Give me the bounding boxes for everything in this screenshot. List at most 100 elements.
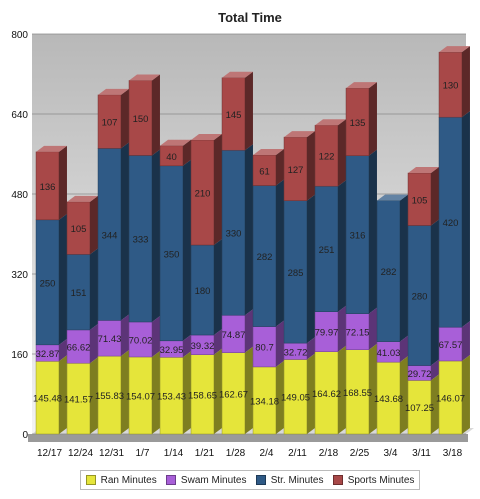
bar-segment-sports-minutes [97, 88, 129, 149]
data-label: 40 [166, 152, 177, 163]
data-label: 39.32 [191, 341, 215, 352]
data-labels: 145.48 32.87 250 136 141.57 66.62 151 105 155.83… [33, 81, 465, 415]
x-tick-label: 3/4 [384, 448, 398, 459]
data-label: 285 [288, 268, 304, 279]
legend-label: Swam Minutes [180, 474, 247, 486]
data-label: 70.02 [129, 335, 153, 346]
data-label: 127 [288, 165, 304, 176]
data-label: 134.18 [250, 396, 279, 407]
x-tick-label: 1/28 [226, 448, 246, 459]
x-tick-label: 2/18 [319, 448, 339, 459]
x-tick-label: 2/11 [288, 448, 307, 459]
legend-item: Ran Minutes [85, 474, 157, 486]
data-label: 350 [164, 249, 180, 260]
x-axis: 12/17 12/24 12/31 1/7 1/14 1/21 1/28 2/4 2/11 2/1… [37, 448, 463, 459]
data-label: 168.55 [343, 388, 372, 399]
bar-segment-str-minutes [97, 142, 129, 321]
data-label: 282 [257, 252, 273, 263]
bar-segment-sports-minutes [35, 145, 67, 221]
x-tick-label: 1/14 [164, 448, 184, 459]
bar-segment-sports-minutes [252, 149, 284, 186]
data-label: 158.65 [188, 390, 217, 401]
data-label: 67.57 [439, 340, 463, 351]
data-label: 420 [443, 218, 459, 229]
bar-segment-str-minutes [376, 194, 408, 342]
bar-segment-str-minutes [314, 180, 346, 312]
bar-segment-swam-minutes [438, 321, 470, 362]
data-label: 149.05 [281, 393, 310, 404]
data-label: 280 [412, 292, 428, 303]
bar-segment-sports-minutes [407, 167, 439, 226]
data-label: 71.43 [98, 334, 122, 345]
data-label: 32.72 [284, 347, 308, 358]
legend-item: Str. Minutes [255, 474, 324, 486]
bars [35, 46, 470, 435]
data-label: 32.87 [36, 349, 60, 360]
y-tick-label: 800 [11, 30, 28, 41]
data-label: 316 [350, 231, 366, 242]
data-label: 135 [350, 118, 366, 129]
data-label: 143.68 [374, 394, 403, 405]
data-label: 164.62 [312, 389, 341, 400]
legend-item: Swam Minutes [165, 474, 247, 486]
data-label: 333 [133, 235, 149, 246]
bar-segment-sports-minutes [159, 139, 191, 167]
data-label: 61 [259, 166, 270, 177]
data-label: 107 [102, 118, 118, 129]
data-label: 151 [71, 288, 87, 299]
data-label: 66.62 [67, 343, 91, 354]
y-axis: 0 160 320 480 640 800 [11, 30, 28, 441]
bar-segment-sports-minutes [345, 82, 377, 156]
bar-segment-sports-minutes [66, 195, 98, 255]
data-label: 122 [319, 152, 335, 163]
bar-segment-ran-minutes [345, 343, 377, 435]
bar-segment-str-minutes [407, 219, 439, 366]
data-label: 210 [195, 189, 211, 200]
legend-label: Ran Minutes [100, 474, 157, 486]
y-tick-label: 480 [11, 190, 28, 201]
legend-item: Sports Minutes [332, 475, 414, 486]
data-label: 145 [226, 110, 242, 121]
legend-swatch [332, 475, 343, 485]
x-tick-label: 3/18 [443, 448, 463, 459]
data-label: 72.15 [346, 328, 370, 339]
data-label: 154.07 [126, 391, 155, 402]
data-label: 130 [443, 81, 459, 92]
data-label: 74.87 [222, 330, 246, 341]
data-label: 79.97 [315, 328, 339, 339]
bar-segment-sports-minutes [283, 131, 315, 201]
data-label: 153.43 [157, 392, 186, 403]
data-label: 282 [381, 267, 397, 278]
data-label: 41.03 [377, 348, 401, 359]
x-tick-label: 1/7 [136, 448, 150, 459]
bar-segment-str-minutes [190, 239, 222, 336]
data-label: 155.83 [95, 391, 124, 402]
data-label: 145.48 [33, 394, 62, 405]
data-label: 146.07 [436, 393, 465, 404]
bar-segment-ran-minutes [66, 357, 98, 435]
data-label: 136 [40, 182, 56, 193]
legend-swatch [85, 475, 96, 485]
data-label: 251 [319, 245, 335, 256]
data-label: 180 [195, 286, 211, 297]
data-label: 344 [102, 230, 118, 241]
legend-swatch [255, 475, 266, 485]
data-label: 150 [133, 114, 149, 125]
x-tick-label: 1/21 [195, 448, 215, 459]
y-tick-label: 320 [11, 270, 28, 281]
bar-segment-sports-minutes [190, 134, 222, 246]
data-label: 250 [40, 278, 56, 289]
legend-swatch [165, 475, 176, 485]
bar-segment-sports-minutes [438, 46, 470, 118]
data-label: 141.57 [64, 395, 93, 406]
x-tick-label: 12/24 [68, 448, 93, 459]
x-tick-label: 2/4 [260, 448, 274, 459]
data-label: 162.67 [219, 389, 248, 400]
data-label: 330 [226, 229, 242, 240]
legend-label: Str. Minutes [270, 474, 324, 486]
bar-segment-sports-minutes [314, 119, 346, 187]
x-tick-label: 12/17 [37, 448, 62, 459]
y-tick-label: 0 [22, 430, 28, 441]
bar-segment-sports-minutes [128, 74, 160, 156]
data-label: 32.95 [160, 345, 184, 356]
